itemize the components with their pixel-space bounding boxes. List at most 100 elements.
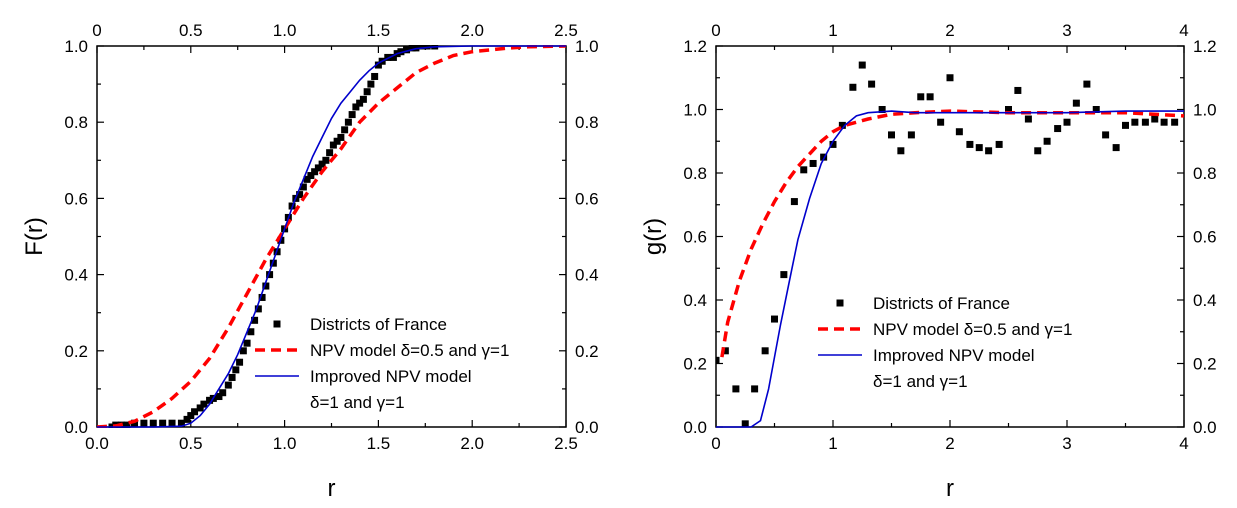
data-point — [224, 381, 232, 389]
x-top-tick-label: 2.5 — [554, 21, 578, 40]
data-point — [341, 126, 349, 134]
y-right-tick-label: 0.0 — [1193, 418, 1217, 437]
y-tick-label: 0.0 — [683, 418, 707, 437]
legend-label: Improved NPV model — [310, 367, 472, 386]
x-top-tick-label: 1 — [828, 21, 837, 40]
data-point — [344, 118, 352, 126]
data-point — [926, 93, 934, 101]
data-point — [363, 88, 371, 96]
data-point — [1024, 115, 1032, 123]
y-right-tick-label: 1.0 — [1193, 101, 1217, 120]
data-point — [1102, 131, 1110, 139]
data-point — [329, 141, 337, 149]
data-point — [1005, 106, 1012, 113]
data-point — [761, 347, 769, 355]
data-point — [187, 412, 195, 420]
x-tick-label: 0.5 — [179, 434, 203, 453]
y-right-tick-label: 0.8 — [1193, 164, 1217, 183]
data-point — [741, 420, 749, 428]
series-markers-districts — [716, 61, 1179, 428]
data-point — [140, 419, 148, 427]
data-point — [196, 404, 204, 412]
series-line-improved-npv — [716, 110, 1184, 428]
data-point — [247, 328, 255, 336]
data-point — [374, 61, 382, 69]
y-right-tick-label: 0.6 — [1193, 228, 1217, 247]
y-right-tick-label: 1.0 — [575, 37, 599, 56]
x-tick-label: 0.0 — [85, 434, 109, 453]
data-point — [408, 45, 416, 52]
y-tick-label: 0.8 — [64, 113, 88, 132]
data-point — [1131, 118, 1139, 126]
data-point — [296, 191, 304, 199]
data-point — [384, 53, 392, 61]
data-point — [1151, 115, 1159, 123]
data-point — [266, 271, 274, 279]
data-point — [907, 131, 915, 139]
data-point — [322, 156, 330, 164]
data-point — [337, 133, 345, 141]
data-point — [183, 415, 191, 423]
x-tick-label: 3 — [1062, 434, 1071, 453]
data-point — [318, 160, 326, 168]
data-point — [780, 271, 788, 279]
data-point — [1072, 99, 1080, 107]
x-tick-label: 0 — [711, 434, 720, 453]
data-point — [418, 45, 426, 50]
y-right-tick-label: 0.2 — [575, 342, 599, 361]
data-point — [215, 393, 223, 401]
data-point — [311, 168, 319, 176]
series-line-improved-npv — [97, 45, 566, 428]
data-point — [995, 140, 1003, 148]
chart-panel-right: 0 1 2 3 4 0 1 2 3 4 0.0 0.2 0.4 0.6 0.8 1.0 1.2 0.0 0.2 0.4… — [640, 21, 1217, 502]
legend-label: NPV model δ=0.5 and γ=1 — [310, 341, 509, 360]
data-point — [232, 366, 240, 374]
data-point — [858, 61, 866, 69]
legend-marker-square — [836, 299, 844, 307]
legend-label-line2: δ=1 and γ=1 — [310, 393, 405, 412]
x-tick-label: 2.5 — [554, 434, 578, 453]
y-tick-label: 0.4 — [683, 291, 707, 310]
data-point — [771, 315, 778, 323]
data-point — [367, 80, 375, 88]
y-tick-label: 1.2 — [683, 37, 707, 56]
chart-panel-left: 0.0 0.5 1.0 1.5 2.0 2.50 0.5 1.0 1.5 2.0 2.50.00.2… — [21, 21, 599, 502]
data-point — [937, 118, 945, 126]
data-point — [790, 198, 798, 206]
legend-marker-square — [273, 320, 281, 328]
legend-label: Districts of France — [873, 294, 1010, 313]
data-point — [352, 103, 360, 111]
data-point — [1092, 106, 1100, 113]
data-point — [348, 111, 356, 119]
legend: Districts of France NPV model δ=0.5 and γ… — [255, 315, 509, 412]
data-point — [955, 128, 963, 136]
x-top-tick-label: 2 — [945, 21, 954, 40]
y-axis-title: F(r) — [21, 217, 48, 256]
data-point — [868, 80, 876, 88]
data-point — [236, 358, 244, 366]
data-point — [177, 419, 185, 427]
data-point — [371, 72, 379, 80]
data-point — [732, 385, 740, 393]
x-top-tick-label: 1.5 — [367, 21, 391, 40]
data-point — [946, 74, 954, 82]
data-point — [397, 48, 405, 56]
legend-label: NPV model δ=0.5 and γ=1 — [873, 320, 1072, 339]
y-tick-label: 0.4 — [64, 266, 88, 285]
y-right-tick-label: 0.4 — [1193, 291, 1217, 310]
data-point — [1112, 144, 1120, 152]
data-point — [303, 175, 311, 183]
y-tick-label: 0.8 — [683, 164, 707, 183]
data-point — [239, 347, 247, 355]
data-point — [314, 164, 322, 172]
data-point — [897, 147, 905, 155]
y-tick-label: 0.0 — [64, 418, 88, 437]
data-point — [254, 305, 262, 313]
series-line-npv — [97, 45, 566, 428]
data-point — [1054, 125, 1062, 133]
data-point — [243, 339, 251, 347]
y-tick-label: 0.6 — [683, 228, 707, 247]
data-point — [307, 172, 315, 180]
data-point — [262, 282, 270, 290]
